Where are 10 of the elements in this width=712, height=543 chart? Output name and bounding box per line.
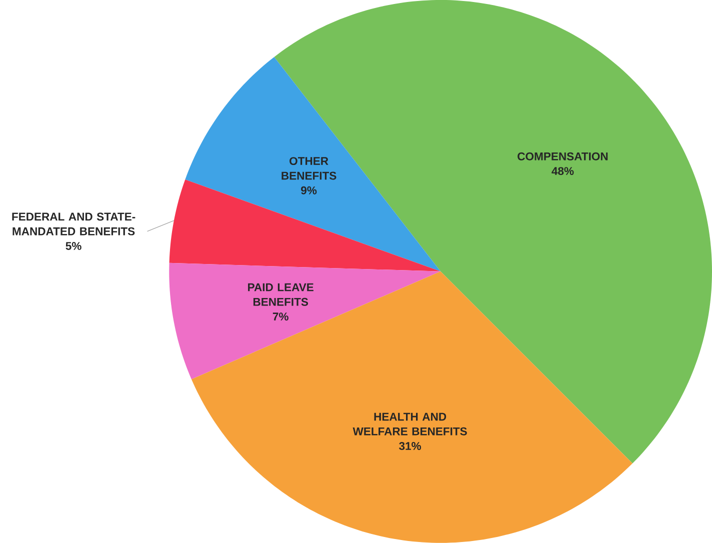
slice-label: HEALTH AND WELFARE BENEFITS — [352, 412, 467, 436]
data-label: 9% — [301, 186, 317, 194]
slice-label: PAID LEAVE BENEFITS — [248, 283, 314, 306]
data-label: 48% — [552, 167, 574, 176]
data-label: 31% — [399, 442, 422, 450]
data-label: 5% — [66, 242, 82, 250]
slice-label: COMPENSATION — [518, 152, 608, 160]
slice-label: OTHER BENEFITS — [282, 157, 336, 180]
slice-label: FEDERAL AND STATE-MANDATED BENEFITS — [12, 212, 136, 236]
data-label: 7% — [272, 312, 288, 321]
